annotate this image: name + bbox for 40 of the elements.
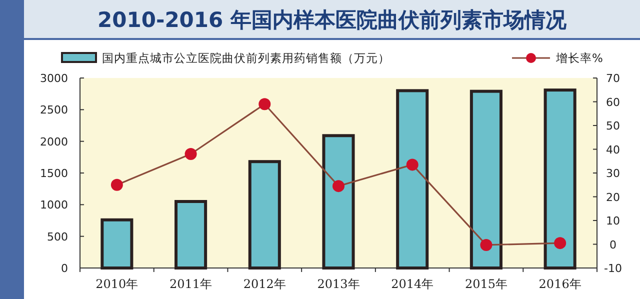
bar: [544, 88, 576, 270]
bar: [100, 218, 134, 270]
y2-tick-label: 40: [606, 143, 620, 156]
y2-tick-label: -10: [604, 262, 622, 275]
chart-title: 2010-2016 年国内样本医院曲伏前列素市场情况: [98, 8, 568, 32]
point: [406, 158, 418, 171]
y2-tick-label: 0: [610, 238, 616, 252]
point: [184, 148, 197, 160]
point: [554, 237, 566, 250]
x-tick-label: 2015年: [464, 277, 508, 291]
x-tick-label: 2010年: [96, 277, 138, 291]
y2-tick-label: 60: [606, 96, 620, 109]
point: [110, 178, 123, 191]
x-tick-label: 2014年: [391, 277, 434, 291]
y2-tick-label: 10: [606, 214, 620, 228]
bar: [396, 89, 429, 270]
x-tick-label: 2013年: [317, 277, 360, 291]
x-tick-label: 2011年: [170, 277, 212, 291]
bar: [322, 134, 355, 270]
point: [480, 238, 492, 251]
y2-tick-label: 70: [606, 72, 620, 85]
y-tick-label: 2000: [40, 135, 68, 148]
y2-tick-label: 20: [606, 190, 620, 204]
y-tick-label: 2500: [40, 104, 68, 117]
bar: [470, 90, 502, 270]
bar: [248, 160, 281, 270]
point: [258, 98, 271, 110]
legend-label: 增长率%: [555, 51, 603, 65]
y2-tick-label: 50: [606, 120, 620, 132]
bar: [174, 200, 208, 270]
x-tick-label: 2012年: [243, 277, 286, 291]
x-tick-label: 2016年: [538, 277, 582, 291]
legend-label: 国内重点城市公立医院曲伏前列素用药销售额（万元）: [102, 51, 390, 65]
y-tick-label: 500: [47, 230, 68, 244]
y-tick-label: 0: [61, 262, 68, 275]
y-tick-label: 3000: [40, 72, 68, 85]
y-tick-label: 1500: [40, 167, 68, 180]
point: [332, 180, 344, 192]
y-tick-label: 1000: [40, 198, 68, 212]
y2-tick-label: 30: [606, 167, 620, 180]
